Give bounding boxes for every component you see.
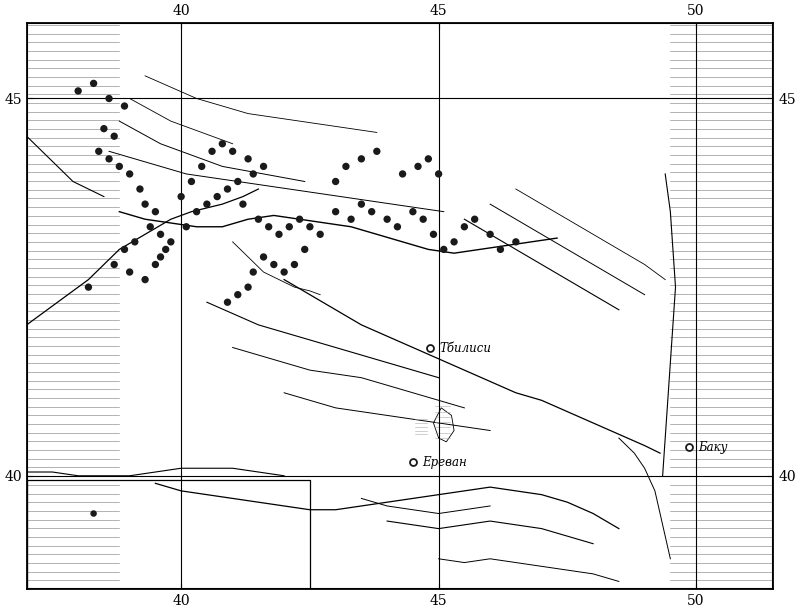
Point <box>406 207 419 217</box>
Point <box>427 230 440 239</box>
Point <box>221 297 234 307</box>
Point <box>102 154 115 164</box>
Point <box>138 200 151 209</box>
Point <box>432 169 445 179</box>
Point <box>82 282 95 292</box>
Point <box>247 169 260 179</box>
Point <box>87 509 100 518</box>
Point <box>134 184 146 194</box>
Point <box>87 78 100 88</box>
Point <box>303 222 316 232</box>
Point <box>226 146 239 156</box>
Point <box>247 267 260 277</box>
Point <box>165 237 178 247</box>
Point <box>180 222 193 232</box>
Point <box>345 214 358 224</box>
Point <box>242 154 254 164</box>
Point <box>231 177 244 187</box>
Point <box>339 162 352 171</box>
Point <box>494 245 507 255</box>
Point <box>330 177 342 187</box>
Point <box>231 290 244 300</box>
Point <box>128 237 141 247</box>
Point <box>144 222 157 232</box>
Point <box>149 207 162 217</box>
Point <box>370 146 383 156</box>
Point <box>273 230 286 239</box>
Point <box>391 222 404 232</box>
Point <box>201 200 214 209</box>
Text: Баку: Баку <box>698 441 728 453</box>
Point <box>422 154 434 164</box>
Point <box>154 252 167 262</box>
Point <box>108 259 121 269</box>
Point <box>185 177 198 187</box>
Point <box>159 245 172 255</box>
Point <box>210 192 223 201</box>
Point <box>118 245 131 255</box>
Point <box>412 162 425 171</box>
Point <box>190 207 203 217</box>
Point <box>355 200 368 209</box>
Point <box>237 200 250 209</box>
Point <box>448 237 461 247</box>
Point <box>252 214 265 224</box>
Point <box>257 252 270 262</box>
Point <box>278 267 290 277</box>
Point <box>206 146 218 156</box>
Point <box>262 222 275 232</box>
Point <box>113 162 126 171</box>
Point <box>216 139 229 149</box>
Point <box>484 230 497 239</box>
Point <box>468 214 481 224</box>
Point <box>72 86 85 96</box>
Text: Тбилиси: Тбилиси <box>439 341 491 355</box>
Point <box>288 259 301 269</box>
Point <box>293 214 306 224</box>
Point <box>102 94 115 103</box>
Point <box>149 259 162 269</box>
Text: Ереван: Ереван <box>422 456 467 469</box>
Point <box>174 192 187 201</box>
Point <box>221 184 234 194</box>
Point <box>154 230 167 239</box>
Point <box>417 214 430 224</box>
Point <box>108 132 121 141</box>
Point <box>118 101 131 111</box>
Point <box>242 282 254 292</box>
Point <box>366 207 378 217</box>
Point <box>123 267 136 277</box>
Point <box>92 146 105 156</box>
Point <box>381 214 394 224</box>
Point <box>438 245 450 255</box>
Point <box>510 237 522 247</box>
Point <box>330 207 342 217</box>
Point <box>98 124 110 133</box>
Point <box>138 275 151 285</box>
Point <box>267 259 280 269</box>
Point <box>123 169 136 179</box>
Point <box>314 230 326 239</box>
Point <box>396 169 409 179</box>
Point <box>195 162 208 171</box>
Point <box>298 245 311 255</box>
Point <box>355 154 368 164</box>
Point <box>458 222 470 232</box>
Point <box>283 222 296 232</box>
Point <box>257 162 270 171</box>
